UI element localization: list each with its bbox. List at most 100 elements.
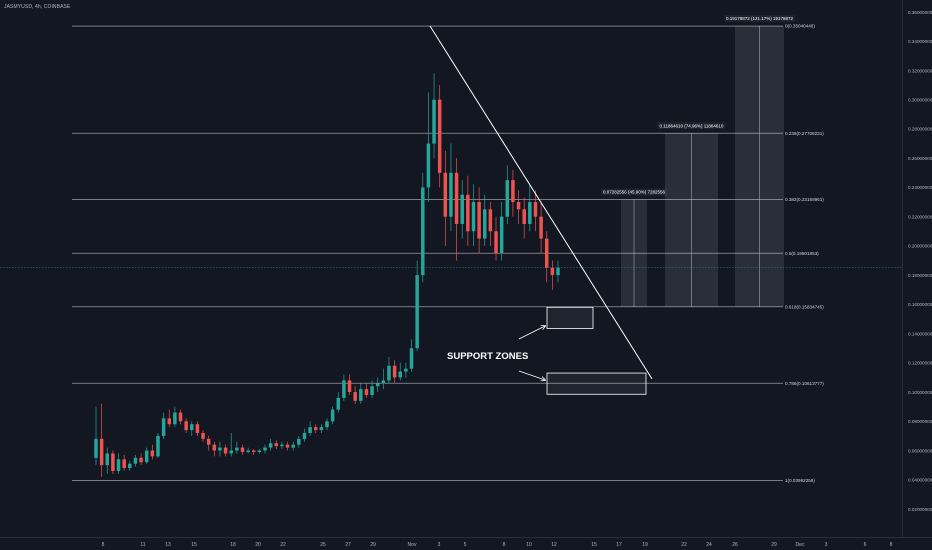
x-tick-label: 11 (140, 542, 145, 548)
x-tick-label: 29 (370, 542, 376, 548)
candle-body (556, 267, 560, 276)
x-tick-label: 26 (732, 542, 738, 548)
symbol-title: JASMYUSD, 4h, COINBASE (4, 4, 71, 10)
support-zones-label: SUPPORT ZONES (447, 351, 528, 362)
y-tick-label: 0.06000000 (908, 448, 932, 453)
y-tick-label: 0.16000000 (908, 302, 932, 307)
y-tick-label: 0.20000000 (908, 244, 932, 249)
candle-body (533, 202, 538, 217)
candle-body (201, 432, 205, 439)
x-tick-label: 18 (230, 542, 236, 548)
candle-body (426, 143, 431, 188)
target-projections: 0.07282556 (45.90%) 7282556 0.11864610 (7… (600, 15, 795, 307)
y-tick-label: 0.08000000 (908, 419, 932, 424)
candle-body (359, 389, 363, 401)
candle-body (499, 216, 504, 254)
candle-body (398, 371, 402, 378)
candle-body (381, 380, 386, 384)
x-tick-label: 27 (345, 542, 351, 548)
candle-body (505, 180, 510, 217)
target-label-bg (724, 15, 795, 23)
candle-body (364, 389, 369, 395)
candle-body (432, 99, 436, 144)
candle-body (483, 209, 487, 239)
descending-trendline[interactable] (429, 25, 653, 380)
candle-body (409, 348, 414, 369)
candle-body (173, 412, 177, 425)
candle-body (116, 459, 121, 471)
candle-body (285, 444, 290, 448)
x-tick-label: 29 (771, 542, 777, 548)
fib-level-label: 0.618(0.15834745) (785, 305, 824, 310)
candle-body (511, 180, 515, 203)
candle-body (218, 447, 222, 451)
x-tick-label: 8 (890, 542, 893, 548)
candle-body (387, 365, 391, 381)
target-label: 0.11864610 (74.96%) 11864610 (660, 123, 724, 128)
candle-body (268, 443, 273, 448)
x-tick-label: 15 (591, 542, 597, 548)
y-tick-label: 0.24000000 (908, 185, 932, 190)
x-tick-label: 8 (102, 542, 105, 548)
x-tick-label: 20 (255, 542, 261, 548)
candle-body (252, 450, 256, 452)
y-tick-label: 0.34000000 (908, 39, 932, 44)
candle-body (308, 427, 312, 433)
candle-body (522, 209, 526, 224)
x-tick-label: 17 (616, 542, 622, 548)
candle-body (392, 365, 397, 378)
fib-level-label: 0.786(0.10613777) (785, 381, 824, 386)
candle-body (415, 275, 419, 349)
fib-level-label: 0.5(0.19501853) (785, 251, 819, 256)
candle-body (437, 99, 442, 173)
candle-body (544, 238, 549, 268)
candle-body (240, 447, 245, 452)
target-label-bg (600, 188, 668, 196)
y-tick-label: 0.26000000 (908, 156, 932, 161)
annotations-layer: 0.1851300001:36:18SUPPORT ZONES (0, 25, 932, 395)
fib-level-label: 0(0.35040448) (785, 24, 815, 29)
y-tick-label: 0.30000000 (908, 98, 932, 103)
candle-body (342, 380, 346, 398)
arrow-upper-zone (518, 326, 545, 340)
candle-body (347, 380, 352, 393)
candle-body (246, 450, 250, 452)
candle-body (516, 202, 521, 210)
y-tick-label: 0.22000000 (908, 214, 932, 219)
candle-body (370, 386, 374, 395)
support-zone-box[interactable] (546, 306, 594, 329)
candle-body (257, 450, 262, 452)
x-tick-label: 6 (864, 542, 867, 548)
candle-body (128, 463, 132, 469)
candle-body (291, 444, 295, 448)
x-tick-label: 12 (551, 542, 557, 548)
candle-body (94, 438, 98, 458)
x-tick-label: 8 (503, 542, 506, 548)
fib-level-label: 0.236(0.27706231) (785, 131, 824, 136)
candle-body (111, 453, 115, 471)
candle-body (167, 418, 171, 425)
target-label: 0.19178872 (121.17%) 19178872 (726, 16, 794, 21)
support-zone-box[interactable] (546, 372, 647, 395)
candle-body (313, 427, 318, 431)
y-tick-label: 0.12000000 (908, 361, 932, 366)
candle-body (105, 453, 110, 466)
candle-body (466, 194, 470, 232)
candle-body (133, 457, 138, 464)
fib-level-label: 1(0.03962259) (785, 478, 815, 483)
y-tick-label: 0.04000000 (908, 478, 932, 483)
x-tick-label: 3 (825, 542, 828, 548)
fib-level-label: 0.382(0.23168961) (785, 197, 824, 202)
fibonacci-levels: 0(0.35040448) 0.236(0.27706231) 0.382(0.23… (72, 24, 824, 483)
candle-body (421, 187, 425, 276)
candle-body (302, 432, 307, 439)
candle-body (336, 397, 341, 410)
candle-body (229, 450, 233, 454)
x-tick-label: 10 (526, 542, 532, 548)
y-tick-label: 0.02000000 (908, 507, 932, 512)
candlesticks (94, 73, 560, 477)
y-tick-label: 0.14000000 (908, 331, 932, 336)
candle-body (274, 443, 279, 447)
